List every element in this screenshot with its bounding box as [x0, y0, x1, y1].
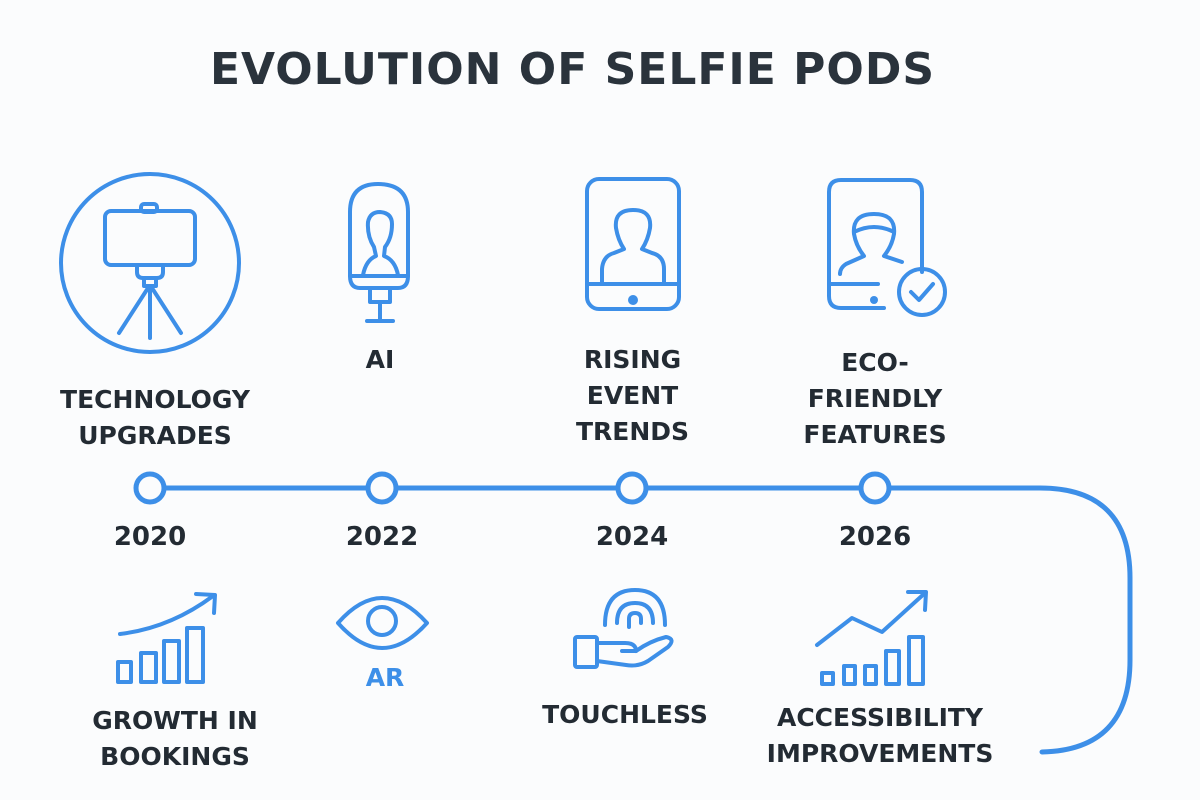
page-title: EVOLUTION OF SELFIE PODS	[209, 44, 936, 95]
year-2026: 2026	[838, 522, 912, 552]
timeline-node-2020	[133, 471, 167, 505]
milestone-2024-top-label: RISING EVENT TRENDS	[575, 345, 690, 446]
timeline-node-2024	[615, 471, 649, 505]
tablet-user-check-icon	[827, 178, 947, 317]
tripod-phone-icon	[59, 172, 241, 354]
milestone-2026-bottom-label: ACCESSIBILITY IMPROVEMENTS	[766, 703, 994, 768]
tablet-user-icon	[585, 177, 681, 311]
touchless-hand-icon	[573, 588, 674, 669]
milestone-2020-top-label: TECHNOLOGY UPGRADES	[60, 385, 250, 450]
milestone-2022-top-label: AI	[365, 345, 395, 374]
timeline-node-2026	[858, 471, 892, 505]
year-2024: 2024	[595, 522, 669, 552]
milestone-2026-top-label: ECO- FRIENDLY FEATURES	[803, 348, 947, 449]
timeline-node-2022	[365, 471, 399, 505]
trend-chart-icon	[815, 590, 928, 686]
year-2022: 2022	[345, 522, 419, 552]
eye-icon	[336, 596, 429, 650]
growth-chart-icon	[116, 592, 217, 684]
milestone-2022-bottom-label: AR	[365, 663, 405, 692]
selfie-pod-booth-icon	[348, 182, 410, 323]
milestone-2024-bottom-label: TOUCHLESS	[542, 700, 708, 729]
year-2020: 2020	[113, 522, 187, 552]
milestone-2020-bottom-label: GROWTH IN BOOKINGS	[92, 706, 258, 771]
